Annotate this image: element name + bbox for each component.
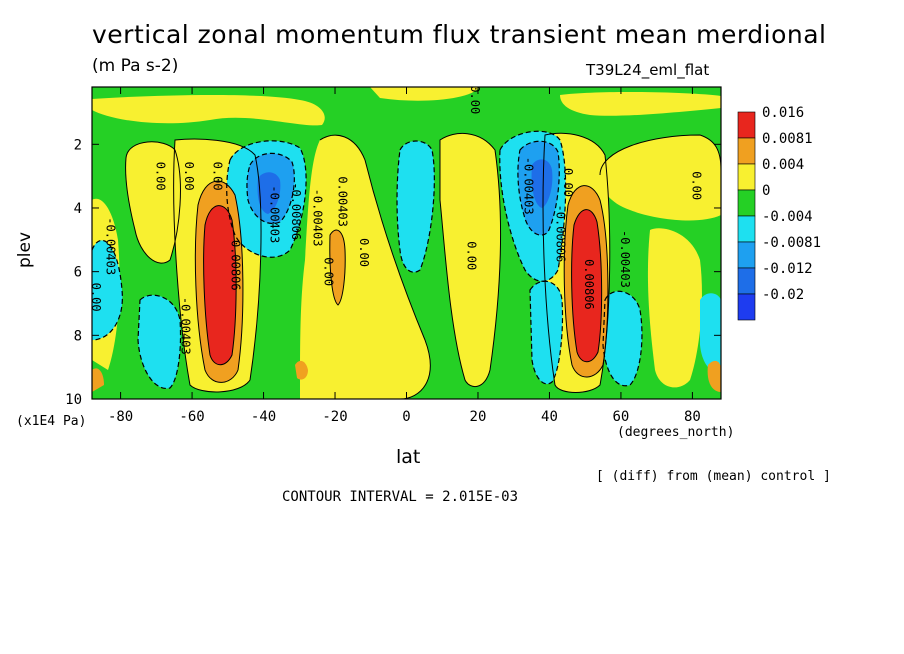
- y-tick-label: 4: [74, 201, 82, 217]
- legend-level-label: -0.0081: [762, 235, 821, 251]
- contour-label: -0.00403: [521, 157, 535, 215]
- legend-swatch: [737, 293, 756, 321]
- legend-swatch: [737, 189, 756, 217]
- legend-swatch: [737, 137, 756, 165]
- legend-level-label: -0.012: [762, 261, 813, 277]
- chart-title: vertical zonal momentum flux transient m…: [92, 20, 827, 49]
- x-tick-label: 20: [470, 409, 487, 425]
- legend-level-label: 0: [762, 183, 770, 199]
- x-tick-label: -20: [322, 409, 347, 425]
- contour-label: 0.00: [182, 162, 196, 191]
- legend-swatch: [737, 241, 756, 269]
- contour-label: -0.00403: [178, 297, 192, 355]
- legend-swatch: [737, 215, 756, 243]
- x-tick-label: 0: [402, 409, 410, 425]
- contour-label: 0.00: [561, 168, 575, 197]
- color-legend: 0.016 0.0081 0.004 0 -0.004 -0.0081 -0.012 -0.0…: [737, 105, 821, 321]
- y-axis-unit: (x1E4 Pa): [16, 414, 87, 429]
- y-tick-label: 6: [74, 265, 82, 281]
- legend-swatch: [737, 111, 756, 139]
- y-axis: 2 4 6 8 10: [65, 137, 721, 408]
- contour-label: 0.00: [468, 85, 482, 114]
- x-tick-label: -80: [108, 409, 133, 425]
- contour-label: -0.00403: [311, 189, 325, 247]
- contour-label: -0.00403: [103, 217, 117, 275]
- x-tick-label: 60: [613, 409, 630, 425]
- x-tick-label: 40: [541, 409, 558, 425]
- x-tick-label: 80: [684, 409, 701, 425]
- contour-label: 0.00: [211, 162, 225, 191]
- contour-label: 0.00: [689, 171, 703, 200]
- x-axis-unit: (degrees_north): [617, 425, 735, 440]
- legend-swatch: [737, 267, 756, 295]
- y-tick-label: 2: [74, 137, 82, 153]
- contour-label: 0.00: [357, 238, 371, 267]
- legend-level-label: 0.004: [762, 157, 804, 173]
- y-tick-label: 10: [65, 392, 82, 408]
- legend-level-label: -0.02: [762, 287, 804, 303]
- contour-label: 0.00: [89, 283, 103, 312]
- contour-label: 0.00806: [582, 259, 596, 310]
- contour-label: -0.00403: [268, 185, 282, 243]
- contour-label: -0.00403: [618, 230, 632, 288]
- x-axis: -80 -60 -40 -20 0 20 40 60 80: [108, 87, 701, 425]
- x-tick-label: -60: [179, 409, 204, 425]
- contour-interval: CONTOUR INTERVAL = 2.015E-03: [282, 489, 519, 505]
- chart-units: (m Pa s-2): [92, 56, 179, 76]
- y-tick-label: 8: [74, 328, 82, 344]
- contour-label: 0.00: [153, 162, 167, 191]
- contour-label: 0.00: [464, 241, 478, 270]
- legend-level-label: -0.004: [762, 209, 813, 225]
- x-axis-label: lat: [396, 446, 421, 468]
- contour-label: 0.00: [321, 257, 335, 286]
- run-id: T39L24_eml_flat: [586, 61, 710, 79]
- contour-label: 0.00403: [336, 176, 350, 227]
- legend-level-label: 0.016: [762, 105, 804, 121]
- contour-label: -0.00806: [289, 182, 303, 240]
- contour-label: -0.00806: [554, 205, 568, 263]
- y-axis-label: plev: [15, 232, 35, 268]
- legend-swatch: [737, 163, 756, 191]
- legend-level-label: 0.0081: [762, 131, 813, 147]
- contour-label: 0.00806: [228, 240, 242, 291]
- diff-note: [ (diff) from (mean) control ]: [596, 469, 831, 484]
- x-tick-label: -40: [251, 409, 276, 425]
